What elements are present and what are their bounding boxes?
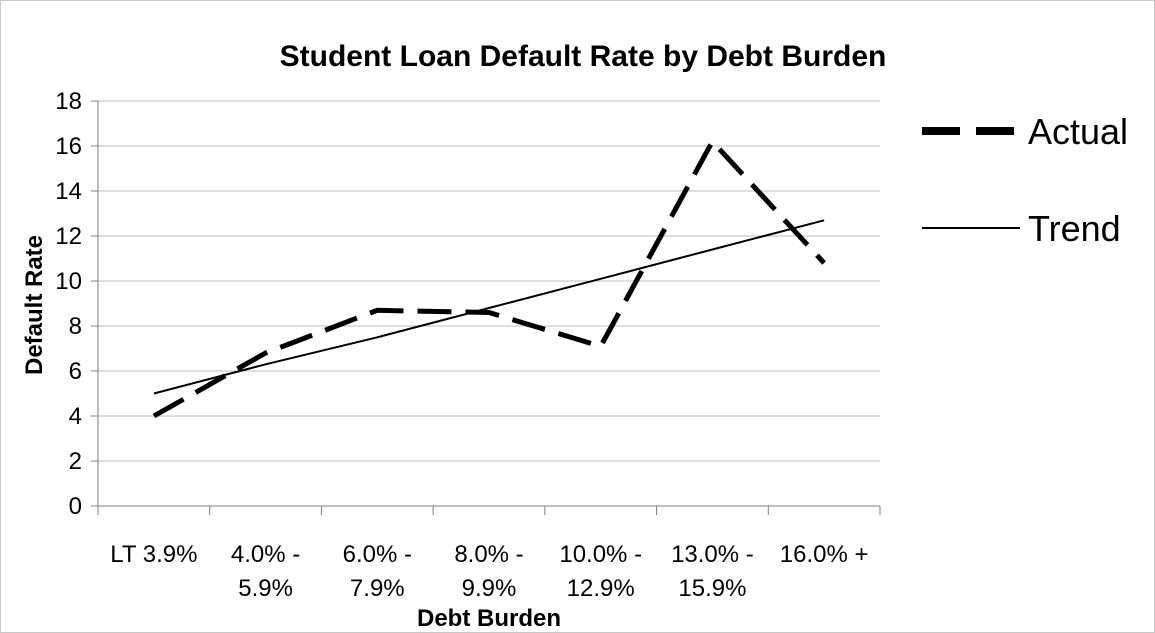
x-axis-label: Debt Burden — [417, 605, 561, 632]
y-tick-label: 14 — [55, 178, 82, 205]
x-tick-label: 13.0% -15.9% — [671, 541, 754, 602]
axes — [91, 100, 881, 515]
x-tick-label: 10.0% -12.9% — [559, 541, 642, 602]
series-lines — [152, 137, 826, 419]
chart-title: Student Loan Default Rate by Debt Burden — [280, 40, 887, 73]
x-tick-labels: LT 3.9% 4.0% -5.9% 6.0% -7.9% 8.0% -9.9% 10.… — [110, 541, 868, 602]
y-tick-label: 18 — [55, 88, 82, 115]
x-tick-label: 4.0% -5.9% — [231, 541, 300, 602]
x-tick-label: 8.0% -9.9% — [454, 541, 523, 602]
y-axis-label: Default Rate — [21, 235, 48, 375]
y-tick-label: 2 — [69, 448, 82, 475]
y-tick-label: 4 — [69, 403, 82, 430]
series-line-trend — [153, 219, 825, 395]
legend-label-trend: Trend — [1028, 208, 1121, 249]
x-tick-label: LT 3.9% — [110, 541, 197, 568]
y-tick-label: 10 — [55, 268, 82, 295]
x-tick-label: 16.0% + — [780, 541, 869, 568]
y-tick-label: 12 — [55, 223, 82, 250]
y-tick-label: 6 — [69, 358, 82, 385]
series-line-actual — [152, 137, 826, 419]
y-tick-label: 8 — [69, 313, 82, 340]
legend: Actual Trend — [922, 111, 1128, 249]
x-tick-label: 6.0% -7.9% — [343, 541, 412, 602]
y-tick-labels: 0 2 4 6 8 10 12 14 16 18 — [55, 88, 82, 520]
legend-label-actual: Actual — [1028, 111, 1128, 152]
y-tick-label: 16 — [55, 133, 82, 160]
y-tick-label: 0 — [69, 493, 82, 520]
gridlines — [98, 100, 880, 462]
